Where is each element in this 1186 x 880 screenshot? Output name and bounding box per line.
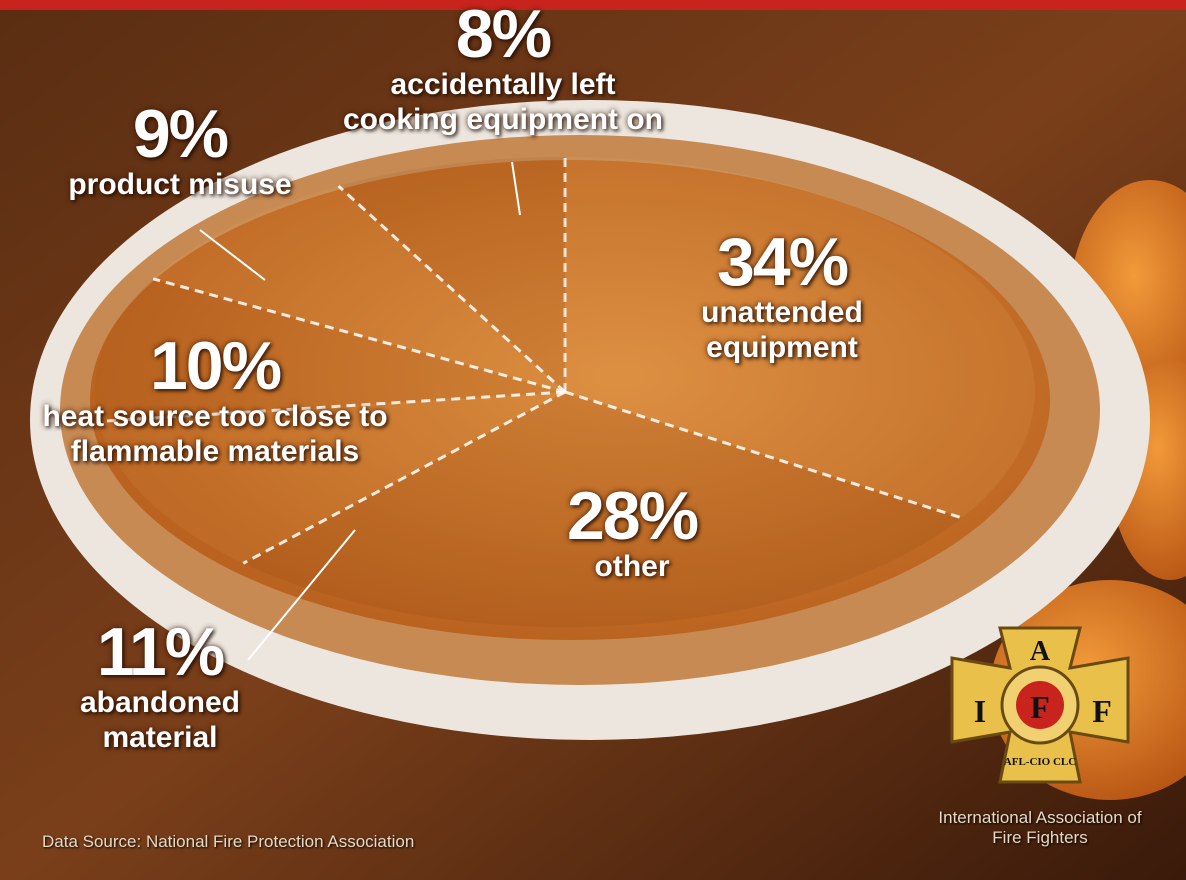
- logo-name: International Association of Fire Fighte…: [938, 808, 1142, 848]
- pie-slice: [243, 392, 962, 627]
- top-bar: [0, 0, 1186, 10]
- logo-letter: F: [1030, 689, 1050, 725]
- logo-letter: A: [1030, 636, 1051, 667]
- pie-slice: [153, 186, 565, 392]
- leader-lines: [199, 161, 521, 661]
- category-label: heat source too close to flammable mater…: [42, 400, 388, 468]
- filling: [90, 160, 1050, 640]
- category-label: product misuse: [68, 168, 292, 201]
- value-label: 34%: [716, 224, 849, 300]
- logo-letter: I: [974, 693, 986, 729]
- value-label: 8%: [455, 0, 552, 72]
- iaff-logo: A I F F AFL-CIO CLC: [950, 626, 1130, 784]
- slice-edge: [98, 390, 566, 423]
- slice-label: 9% product misuse: [40, 100, 320, 203]
- slice-edge: [337, 184, 567, 394]
- category-label: other: [594, 550, 670, 583]
- slice-edge: [564, 390, 963, 520]
- slice-label: 34% unattended equipment: [662, 228, 902, 365]
- slice-label: 11% abandoned material: [50, 618, 270, 755]
- value-label: 28%: [566, 478, 699, 554]
- source-note: Data Source: National Fire Protection As…: [42, 832, 415, 851]
- category-label: unattended equipment: [701, 296, 863, 364]
- value-label: 11%: [96, 614, 225, 690]
- value-label: 9%: [132, 96, 229, 172]
- slice-label: 28% other: [532, 482, 732, 585]
- pie-slice: [98, 392, 566, 564]
- logo-letter: F: [1092, 693, 1112, 729]
- pie-slice: [338, 157, 565, 392]
- slice-edge: [152, 277, 566, 394]
- slice-label: 10% heat source too close to flammable ma…: [35, 332, 395, 469]
- category-label: abandoned material: [79, 686, 240, 754]
- category-label: accidentally left cooking equipment on: [343, 68, 663, 136]
- slice-edge: [242, 390, 566, 565]
- value-label: 10%: [149, 328, 282, 404]
- pie-slice: [95, 278, 566, 422]
- pie-slice: [565, 157, 1035, 518]
- logo-seal: AFL-CIO CLC: [1004, 756, 1076, 768]
- slice-label: 8% accidentally left cooking equipment on: [338, 0, 668, 137]
